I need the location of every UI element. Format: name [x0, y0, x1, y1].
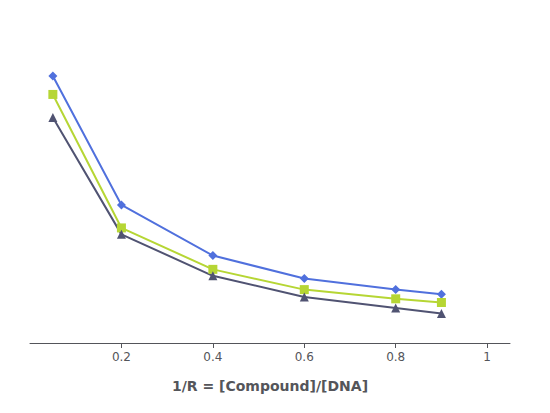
svg-text:0.2: 0.2: [112, 350, 131, 364]
svg-text:0.4: 0.4: [203, 350, 222, 364]
svg-text:0.8: 0.8: [386, 350, 405, 364]
svg-text:0.6: 0.6: [295, 350, 314, 364]
svg-text:1/R = [Compound]/[DNA]: 1/R = [Compound]/[DNA]: [172, 378, 368, 394]
svg-text:1: 1: [483, 350, 491, 364]
